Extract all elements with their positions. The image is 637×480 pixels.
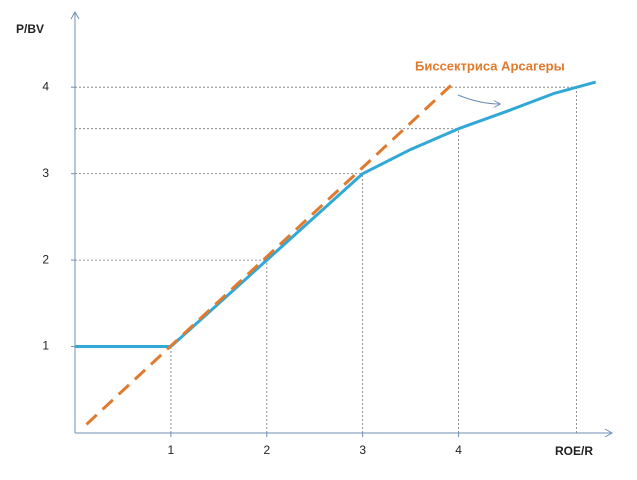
y-axis-arrow [70, 10, 80, 20]
x-tick-label: 3 [359, 443, 366, 457]
y-tick-label: 1 [42, 339, 49, 353]
x-tick-label: 1 [168, 443, 175, 457]
y-axis-label: P/BV [16, 22, 44, 36]
y-tick-label: 3 [42, 166, 49, 180]
series-line [85, 84, 452, 426]
annotation-arrow [457, 94, 500, 104]
annotation: Биссектриса Арсагеры [415, 58, 565, 73]
y-tick-label: 4 [42, 79, 49, 93]
series-line [75, 80, 597, 349]
x-tick-label: 2 [263, 443, 270, 457]
y-tick-label: 2 [42, 252, 49, 266]
x-tick-label: 4 [455, 443, 462, 457]
x-axis-label: ROE/R [555, 444, 593, 458]
x-axis-arrow [604, 428, 614, 438]
